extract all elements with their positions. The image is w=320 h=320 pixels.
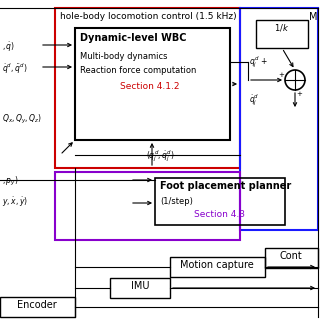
Text: Multi-body dynamics: Multi-body dynamics [80, 52, 167, 61]
Text: Foot placement planner: Foot placement planner [160, 181, 291, 191]
Text: $q_j^d$ +: $q_j^d$ + [249, 55, 268, 70]
Bar [55, 172, 240, 240]
Text: Motion capture: Motion capture [180, 260, 254, 270]
Text: $, p_y)$: $, p_y)$ [2, 175, 19, 188]
Text: +: + [278, 72, 284, 78]
Bar [110, 278, 170, 298]
Text: M: M [309, 12, 318, 22]
Bar [75, 28, 230, 140]
Text: $\dot{q}^d, \ddot{q}^d)$: $\dot{q}^d, \ddot{q}^d)$ [2, 62, 28, 76]
Text: IMU: IMU [131, 281, 149, 291]
Text: +: + [296, 91, 302, 97]
Bar [170, 257, 265, 277]
Text: (1/step): (1/step) [160, 197, 193, 206]
Text: hole-body locomotion control (1.5 kHz): hole-body locomotion control (1.5 kHz) [60, 12, 236, 21]
Text: Encoder: Encoder [17, 300, 57, 310]
Bar [55, 8, 240, 168]
Bar [265, 248, 318, 268]
Text: Section 4.1.2: Section 4.1.2 [120, 82, 180, 91]
Text: Section 4.3: Section 4.3 [195, 210, 245, 219]
Bar [240, 8, 318, 230]
Text: Cont: Cont [280, 251, 302, 261]
Text: $1/k$: $1/k$ [274, 22, 290, 33]
Text: $y, \dot{x}, \dot{y})$: $y, \dot{x}, \dot{y})$ [2, 195, 28, 209]
Bar [0, 297, 75, 317]
Text: $, \dot{q})$: $, \dot{q})$ [2, 40, 15, 54]
Text: Reaction force computation: Reaction force computation [80, 66, 196, 75]
Text: $(q_j^d, \dot{q}_j^d)$: $(q_j^d, \dot{q}_j^d)$ [146, 148, 174, 164]
Bar [155, 178, 285, 225]
Text: $\dot{q}_j^d$: $\dot{q}_j^d$ [249, 92, 260, 108]
Circle shape [285, 70, 305, 90]
Text: $Q_x, Q_y, Q_z)$: $Q_x, Q_y, Q_z)$ [2, 113, 42, 126]
Bar [256, 20, 308, 48]
Text: Dynamic-level WBC: Dynamic-level WBC [80, 33, 187, 43]
